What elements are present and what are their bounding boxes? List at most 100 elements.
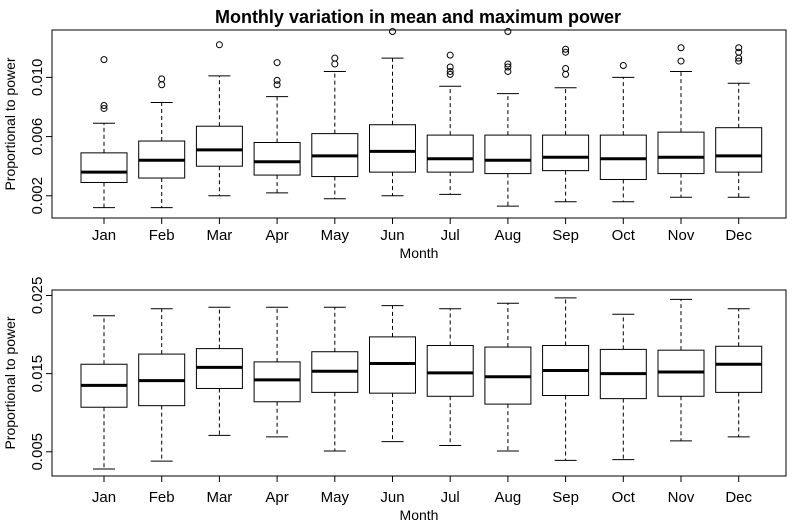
x-tick-label: Oct	[612, 227, 636, 244]
box-jul	[426, 51, 474, 195]
outlier-point	[562, 48, 570, 56]
outlier-point	[504, 67, 512, 75]
bottom-plot-frame	[51, 289, 787, 477]
x-tick-label: Mar	[206, 489, 232, 506]
box-oct	[599, 313, 647, 461]
box-nov	[657, 298, 705, 442]
top-y-axis-label: Proportional to power	[2, 57, 18, 190]
outlier-point	[677, 44, 685, 52]
bottom-y-axis-label: Proportional to power	[2, 316, 18, 449]
top-x-axis-label: Month	[400, 245, 439, 261]
iqr-box	[426, 134, 474, 173]
outlier-point	[100, 101, 108, 109]
iqr-box	[195, 125, 243, 167]
top-boxes	[80, 27, 763, 209]
x-tick-label: Apr	[265, 489, 288, 506]
x-tick-label: May	[321, 489, 350, 506]
outlier-point	[273, 81, 281, 89]
y-tick-label: 0.005	[29, 433, 46, 471]
iqr-box	[715, 127, 763, 173]
box-jul	[426, 308, 474, 447]
outlier-point	[158, 81, 166, 89]
x-tick-label: May	[321, 227, 350, 244]
bottom-x-axis-label: Month	[400, 507, 439, 523]
box-aug	[484, 27, 532, 207]
iqr-box	[542, 134, 590, 172]
outlier-point	[735, 44, 743, 52]
x-tick-label: Jul	[441, 227, 460, 244]
outlier-point	[504, 63, 512, 71]
iqr-box	[484, 134, 532, 175]
outlier-point	[331, 60, 339, 68]
box-sep	[542, 45, 590, 203]
x-tick-label: Jul	[441, 489, 460, 506]
x-tick-label: Feb	[149, 489, 175, 506]
bottom-y-ticks: 0.005 0.015 0.025	[29, 277, 52, 471]
box-jun	[369, 305, 416, 443]
y-tick-label: 0.015	[29, 355, 46, 393]
iqr-box	[369, 124, 416, 173]
outlier-point	[446, 70, 454, 78]
box-may	[311, 306, 359, 452]
outlier-point	[504, 27, 512, 35]
x-tick-label: Jun	[380, 489, 404, 506]
outlier-point	[562, 64, 570, 72]
outlier-point	[100, 104, 108, 112]
outlier-point	[273, 76, 281, 84]
box-dec	[715, 308, 763, 438]
outlier-point	[504, 60, 512, 68]
outlier-point	[562, 70, 570, 78]
box-feb	[138, 308, 186, 462]
iqr-box	[426, 344, 474, 397]
box-jan	[80, 315, 128, 470]
outlier-point	[446, 67, 454, 75]
top-plot-frame	[51, 29, 787, 219]
outlier-point	[215, 41, 223, 49]
outlier-point	[446, 63, 454, 71]
outlier-point	[158, 75, 166, 83]
box-jun	[369, 27, 416, 197]
x-tick-label: Mar	[206, 227, 232, 244]
outlier-point	[735, 57, 743, 65]
iqr-box	[253, 361, 301, 403]
x-tick-label: Jun	[380, 227, 404, 244]
iqr-box	[369, 336, 416, 394]
iqr-box	[253, 142, 301, 176]
y-tick-label: 0.006	[29, 118, 46, 156]
x-tick-label: Apr	[265, 227, 288, 244]
box-dec	[715, 44, 763, 198]
box-aug	[484, 302, 532, 452]
box-mar	[195, 41, 243, 197]
top-y-ticks: 0.002 0.006 0.010	[29, 59, 52, 215]
outlier-point	[677, 57, 685, 65]
x-tick-label: Nov	[668, 489, 695, 506]
y-tick-label: 0.010	[29, 59, 46, 97]
box-mar	[195, 306, 243, 436]
bottom-boxes	[80, 297, 763, 470]
box-feb	[138, 75, 186, 209]
outlier-point	[619, 62, 627, 70]
outlier-point	[562, 45, 570, 53]
x-tick-label: Aug	[495, 489, 522, 506]
y-tick-label: 0.025	[29, 277, 46, 315]
chart-title: Monthly variation in mean and maximum po…	[215, 7, 621, 27]
outlier-point	[446, 51, 454, 59]
x-tick-label: Dec	[725, 489, 752, 506]
iqr-box	[715, 345, 763, 393]
outlier-point	[389, 27, 396, 35]
x-tick-label: Aug	[495, 227, 522, 244]
bottom-panel: Jan Feb Mar Apr May Jun Jul Aug Sep Oct Nov Dec 0.0…	[2, 277, 787, 523]
top-panel: Jan Feb Mar Apr May Jun Jul Aug Sep Oct Nov Dec 0.0…	[2, 27, 787, 261]
x-tick-label: Nov	[668, 227, 695, 244]
x-tick-label: Dec	[725, 227, 752, 244]
bottom-x-ticks: Jan Feb Mar Apr May Jun Jul Aug Sep Oct Nov Dec	[92, 476, 753, 506]
x-tick-label: Jan	[92, 489, 116, 506]
iqr-box	[657, 131, 705, 175]
x-tick-label: Feb	[149, 227, 175, 244]
outlier-point	[273, 59, 281, 67]
outlier-point	[331, 54, 339, 62]
iqr-box	[80, 152, 128, 183]
x-tick-label: Jan	[92, 227, 116, 244]
x-tick-label: Oct	[612, 489, 636, 506]
